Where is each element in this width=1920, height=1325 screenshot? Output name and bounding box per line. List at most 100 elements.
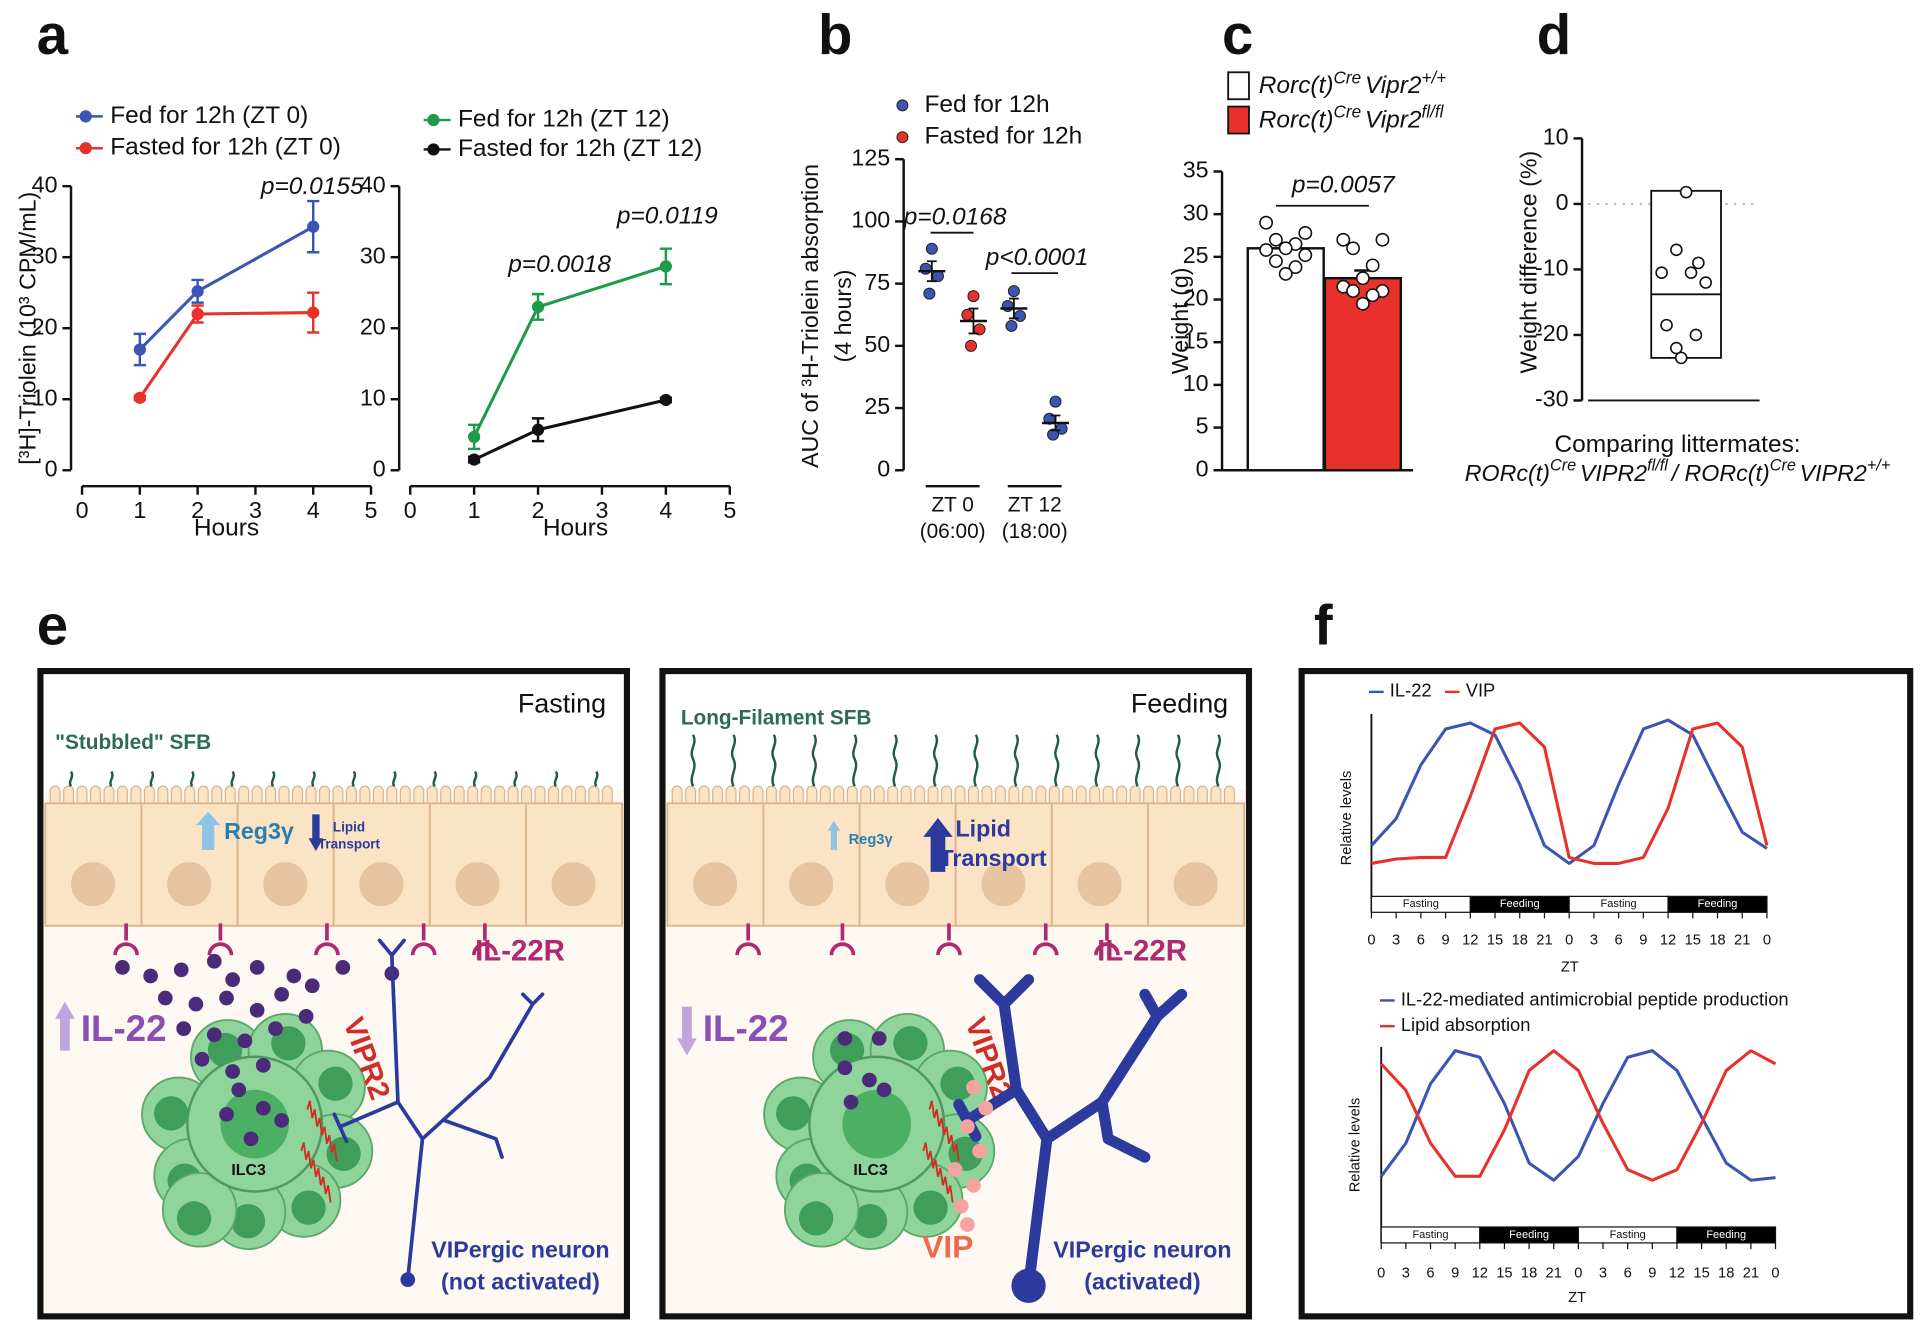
x-tick-label: 15 [1487, 932, 1503, 948]
il22-molecule [837, 1060, 853, 1076]
data-point [1005, 319, 1018, 332]
x-tick-label: 18 [1709, 932, 1725, 948]
il22-molecule [115, 960, 130, 975]
sfb-filament [594, 770, 599, 787]
data-point [1355, 296, 1370, 311]
data-point [1655, 266, 1668, 280]
sfb-filament [892, 734, 898, 787]
x-tick-label: 12 [1669, 1265, 1685, 1281]
x-tick-label: 0 [1377, 1265, 1385, 1281]
il22-molecule [143, 968, 158, 984]
il22-molecule [225, 1064, 240, 1079]
microvilli [671, 785, 1235, 806]
neuron-label: VIPergic neuron [1053, 1237, 1231, 1263]
data-point [1684, 266, 1698, 280]
vip-molecule [972, 1143, 987, 1159]
ilc3-label: ILC3 [231, 1162, 266, 1179]
sfb-filament [1175, 734, 1181, 787]
sfb-filament [311, 770, 316, 787]
y-tick-label: 10 [1183, 370, 1209, 396]
data-point [1259, 243, 1274, 257]
y-tick-label: 20 [1183, 285, 1209, 311]
lipid-label: Lipid [955, 815, 1011, 841]
ilc3-nucleus [318, 1066, 353, 1101]
sfb-filament [1134, 734, 1141, 787]
x-tick-label: 1 [468, 497, 481, 523]
vip-molecule [953, 1198, 969, 1214]
sfb-label: Long-Filament SFB [681, 706, 872, 729]
nucleus [71, 862, 116, 907]
il22-molecule [268, 1021, 283, 1036]
x-tick-label: 15 [1685, 932, 1701, 948]
vip-molecule [947, 1162, 963, 1177]
il22-molecule [274, 1113, 289, 1128]
caption-part: Cre [1550, 457, 1576, 475]
data-point [1679, 185, 1693, 199]
data-point [307, 220, 320, 233]
data-point [1298, 226, 1313, 240]
legend-label: VIP [1466, 680, 1496, 701]
legend-swatch [896, 99, 909, 112]
x-tick-label: 2 [191, 497, 204, 523]
period-label: Feeding [1509, 1229, 1549, 1241]
vip-molecule [978, 1100, 994, 1116]
y-axis-label: Relative levels [1339, 771, 1355, 866]
x-tick-label: 9 [1648, 1265, 1656, 1281]
y-tick-label: 125 [851, 144, 890, 170]
lumen [666, 674, 1246, 790]
sfb-filament [472, 770, 478, 787]
y-tick-label: 0 [1196, 455, 1209, 481]
sfb-filament [690, 734, 696, 787]
data-point [1336, 232, 1351, 247]
vipr2-receptor [928, 1100, 960, 1161]
panel-letter: e [37, 593, 68, 656]
data-point [1288, 260, 1303, 275]
x-tick-label: 3 [595, 497, 608, 523]
y-axis-label: Relative levels [1347, 1098, 1363, 1193]
x-tick-label: 3 [1599, 1265, 1607, 1281]
data-point [1355, 271, 1370, 286]
period-label: Fasting [1412, 1229, 1448, 1241]
ilc3-nucleus [940, 1066, 975, 1101]
x-tick-label: 9 [1451, 1265, 1459, 1281]
y-tick-label: 20 [360, 313, 386, 339]
series-line [1380, 1049, 1777, 1182]
x-tick-label: 3 [1402, 1265, 1410, 1281]
vip-molecule [966, 1080, 981, 1095]
sfb-filament [1013, 734, 1019, 787]
data-point [1278, 266, 1293, 281]
sfb-filament [270, 770, 276, 787]
neuron-label: VIPergic neuron [431, 1237, 609, 1263]
data-point [1269, 254, 1283, 269]
period-label: Feeding [1500, 898, 1540, 910]
annotation: p=0.0018 [507, 251, 611, 278]
il22-molecule [255, 1058, 271, 1073]
legend-label: Rorc(t)Cre Vipr2+/+ [1259, 67, 1447, 100]
x-tick-label: 2 [532, 497, 545, 523]
ilc3-nucleus [154, 1096, 189, 1131]
nucleus [981, 862, 1026, 907]
y-tick-label: 0 [1556, 189, 1569, 215]
annotation: p=0.0057 [1291, 172, 1396, 199]
il22-receptor [314, 923, 340, 956]
legend-label: Fasted for 12h (ZT 0) [110, 134, 341, 161]
annotation: p=0.0168 [903, 203, 1007, 230]
sfb-filament [1054, 734, 1060, 787]
legend-label-part: Vipr2 [1365, 72, 1422, 99]
ilc3-main-nucleus [220, 1089, 289, 1159]
series-line [473, 398, 667, 461]
sfb-filament [730, 734, 737, 787]
x-tick-label: 0 [1763, 932, 1771, 948]
data-point [965, 339, 978, 352]
x-tick-label: 18 [1521, 1265, 1537, 1281]
il22-molecule [335, 960, 351, 975]
receptor-label: IL-22R [1097, 934, 1187, 967]
x-tick-label: 6 [1615, 932, 1623, 948]
panel-title: Fasting [518, 688, 606, 718]
x-tick-label: ZT 0 [931, 493, 973, 516]
il22-molecule [219, 990, 234, 1006]
annotation: p=0.0155 [260, 173, 364, 200]
legend-swatch [1227, 71, 1250, 101]
lipid-label: Transport [318, 837, 381, 852]
